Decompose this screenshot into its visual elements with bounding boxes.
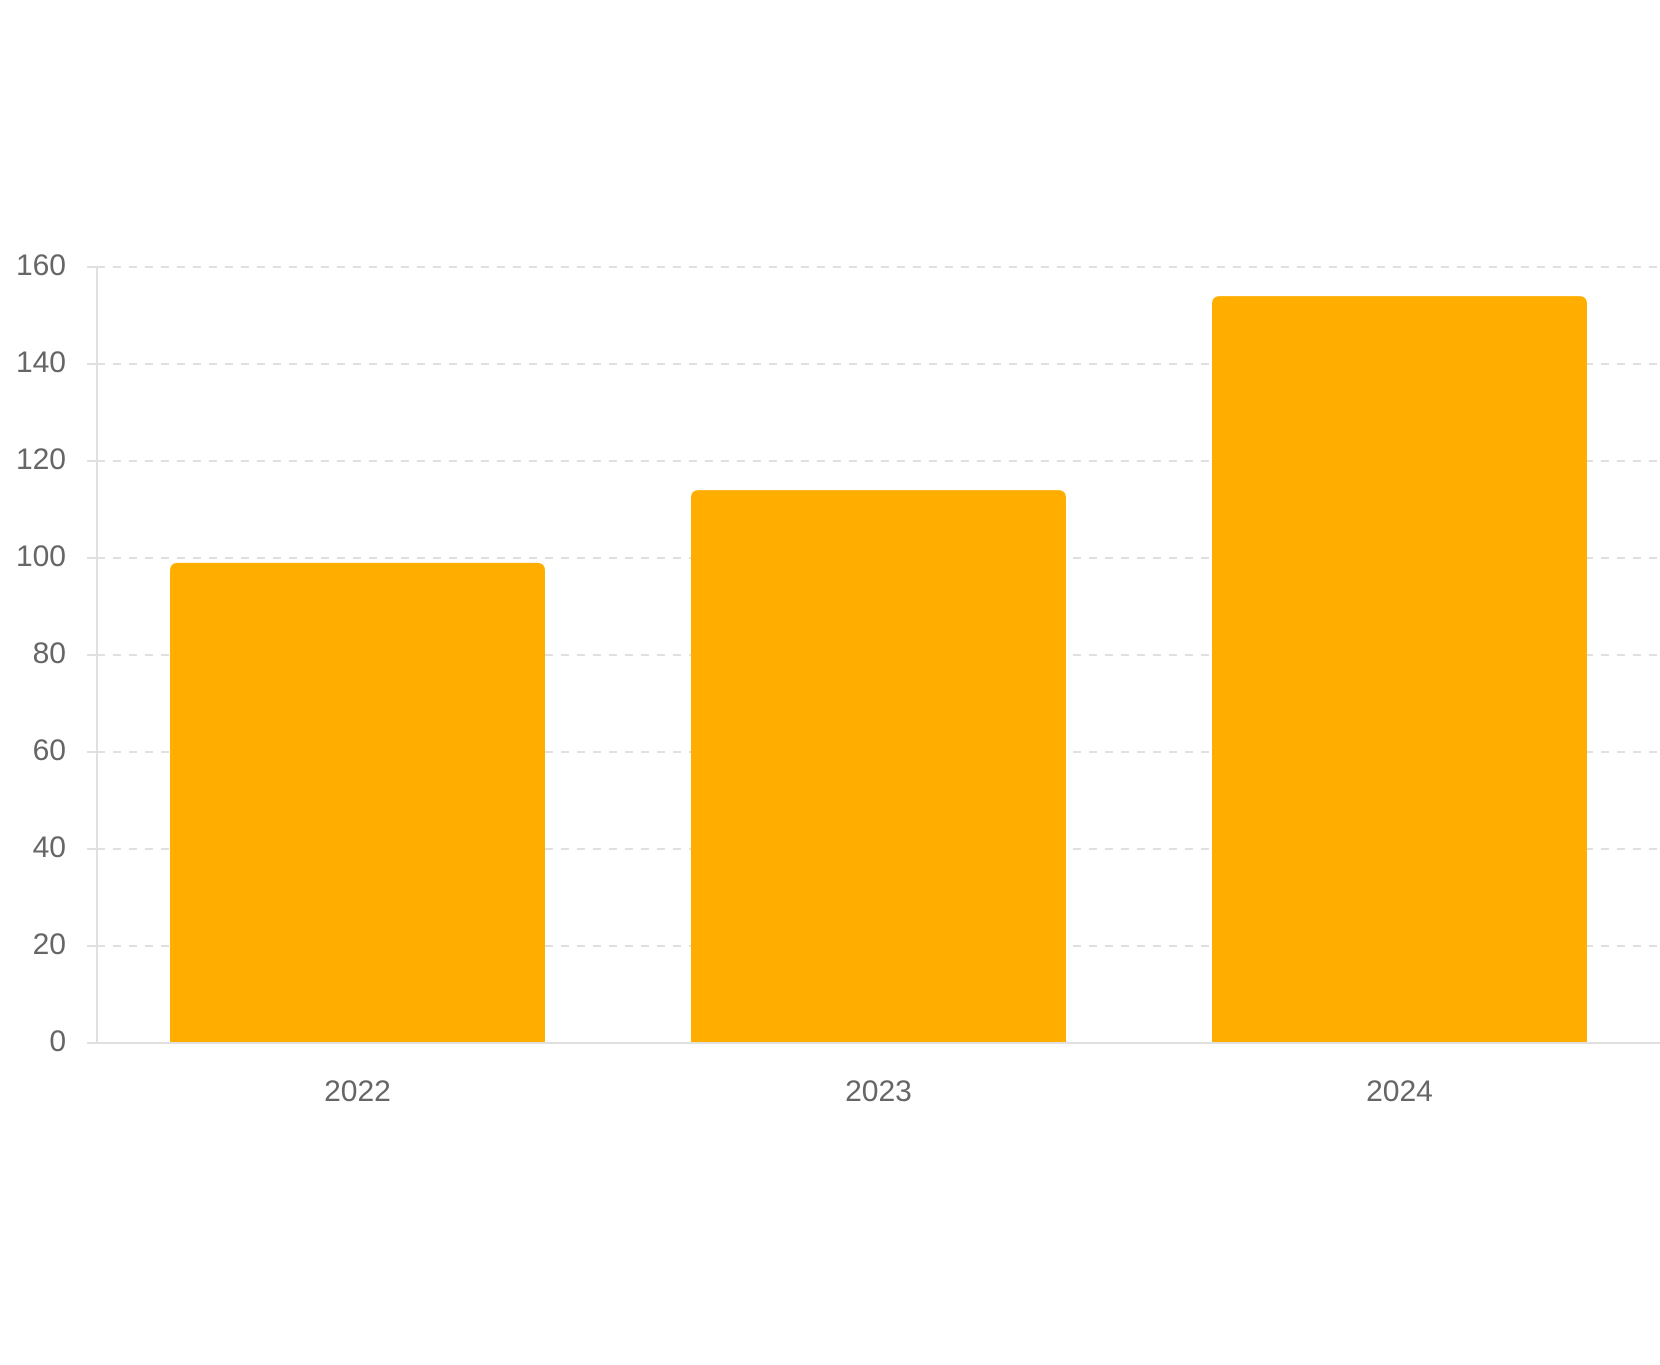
y-tick-label-100: 100 — [16, 540, 66, 573]
y-tick-label-140: 140 — [16, 346, 66, 379]
bar-2022 — [170, 562, 545, 1043]
y-tick-label-60: 60 — [33, 734, 66, 767]
bar-2024 — [1212, 296, 1587, 1044]
x-tick-label-2022: 2022 — [324, 1075, 391, 1108]
y-tick-label-80: 80 — [33, 637, 66, 670]
y-tick-label-40: 40 — [33, 831, 66, 864]
bar-2023 — [691, 490, 1066, 1044]
bars — [170, 296, 1587, 1044]
y-tick-label-160: 160 — [16, 249, 66, 282]
x-axis-ticks: 2022 2023 2024 — [324, 1075, 1433, 1108]
y-tick-label-20: 20 — [33, 928, 66, 961]
y-tick-label-120: 120 — [16, 443, 66, 476]
y-tick-label-0: 0 — [49, 1025, 66, 1058]
y-axis-ticks: 0 20 40 60 80 100 120 140 160 — [16, 249, 97, 1058]
x-tick-label-2023: 2023 — [845, 1075, 912, 1108]
x-tick-label-2024: 2024 — [1366, 1075, 1433, 1108]
